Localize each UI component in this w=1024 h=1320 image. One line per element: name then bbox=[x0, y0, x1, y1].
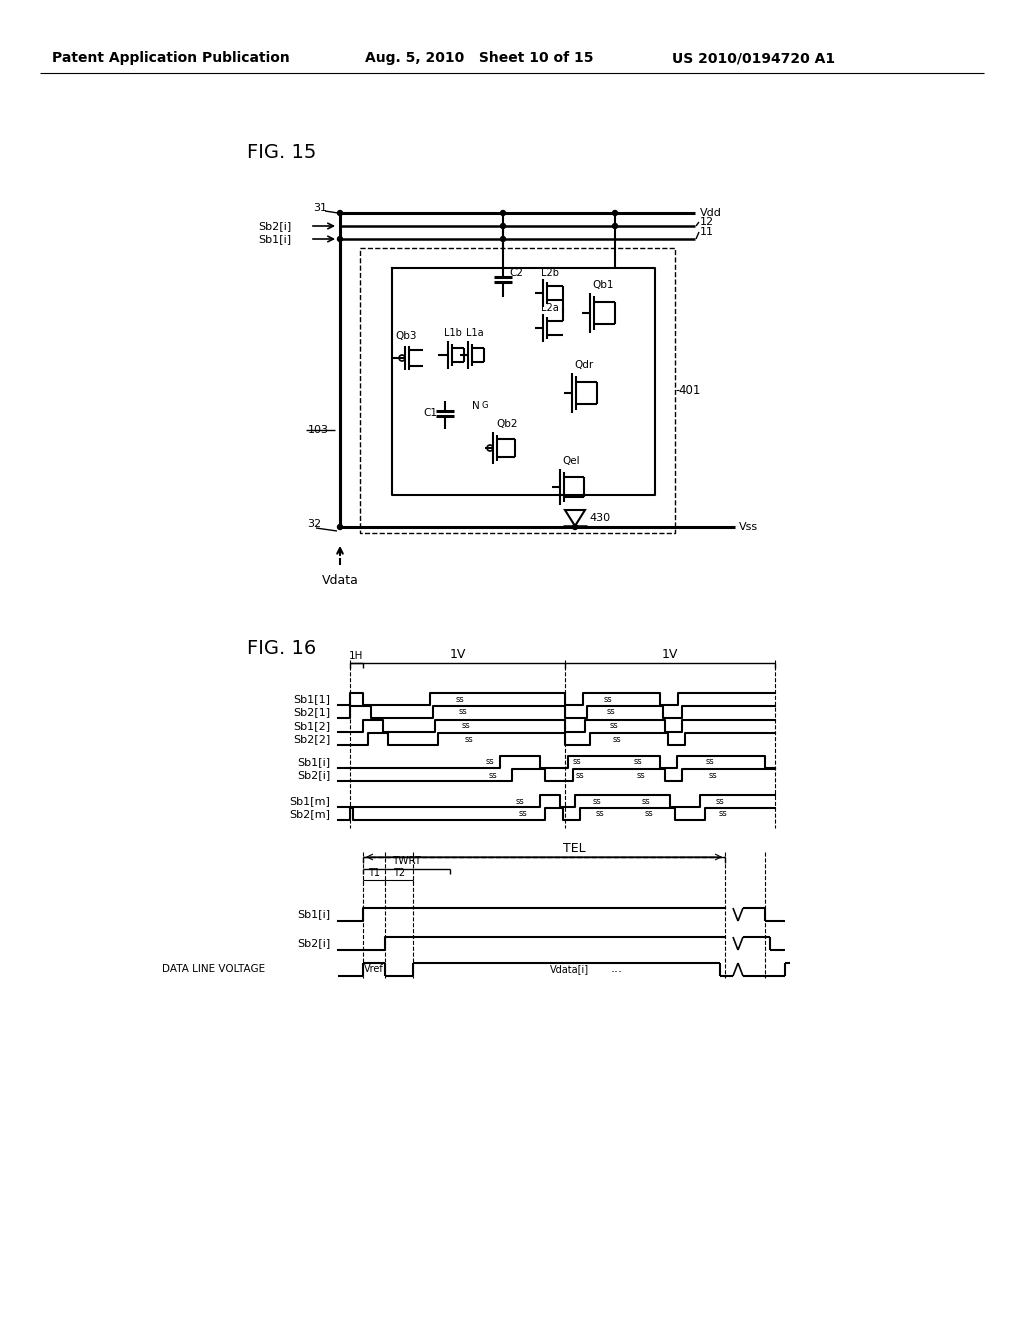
Text: ss: ss bbox=[516, 796, 524, 805]
Text: Sb1[m]: Sb1[m] bbox=[289, 796, 330, 807]
Text: ss: ss bbox=[645, 809, 653, 818]
Text: Sb2[i]: Sb2[i] bbox=[297, 939, 330, 948]
Text: ss: ss bbox=[488, 771, 498, 780]
Text: Sb1[i]: Sb1[i] bbox=[297, 909, 330, 919]
Text: 31: 31 bbox=[313, 203, 327, 213]
Text: G: G bbox=[481, 401, 487, 411]
Text: 1V: 1V bbox=[450, 648, 466, 660]
Circle shape bbox=[612, 210, 617, 215]
Circle shape bbox=[572, 524, 578, 529]
Text: US 2010/0194720 A1: US 2010/0194720 A1 bbox=[672, 51, 836, 65]
Text: TEL: TEL bbox=[562, 842, 586, 854]
Text: ss: ss bbox=[709, 771, 718, 780]
Text: Patent Application Publication: Patent Application Publication bbox=[52, 51, 290, 65]
Circle shape bbox=[338, 524, 342, 529]
Text: Sb2[m]: Sb2[m] bbox=[289, 809, 330, 818]
Text: Qb1: Qb1 bbox=[592, 280, 613, 290]
Text: ss: ss bbox=[572, 758, 582, 767]
Text: Sb1[1]: Sb1[1] bbox=[293, 694, 330, 704]
Text: Vdata[i]: Vdata[i] bbox=[550, 964, 589, 974]
Text: ss: ss bbox=[459, 708, 467, 717]
Text: Qb3: Qb3 bbox=[395, 331, 417, 341]
Text: ss: ss bbox=[642, 796, 650, 805]
Text: DATA LINE VOLTAGE: DATA LINE VOLTAGE bbox=[162, 964, 265, 974]
Text: Sb1[i]: Sb1[i] bbox=[258, 234, 291, 244]
Text: Qel: Qel bbox=[562, 455, 580, 466]
Text: 401: 401 bbox=[678, 384, 700, 396]
Text: Vref: Vref bbox=[365, 964, 384, 974]
Text: ss: ss bbox=[596, 809, 604, 818]
Circle shape bbox=[338, 236, 342, 242]
Text: ss: ss bbox=[719, 809, 727, 818]
Text: ss: ss bbox=[716, 796, 724, 805]
Text: Sb1[2]: Sb1[2] bbox=[293, 721, 330, 731]
Text: FIG. 16: FIG. 16 bbox=[247, 639, 316, 657]
Text: ss: ss bbox=[612, 734, 622, 743]
Text: L2b: L2b bbox=[541, 268, 559, 279]
Text: ss: ss bbox=[609, 722, 618, 730]
Text: ss: ss bbox=[456, 694, 464, 704]
Text: 1H: 1H bbox=[349, 651, 364, 661]
Text: ss: ss bbox=[637, 771, 645, 780]
Text: ss: ss bbox=[518, 809, 527, 818]
Text: 1V: 1V bbox=[662, 648, 678, 660]
Text: Sb2[1]: Sb2[1] bbox=[293, 708, 330, 717]
Text: Aug. 5, 2010   Sheet 10 of 15: Aug. 5, 2010 Sheet 10 of 15 bbox=[365, 51, 594, 65]
Circle shape bbox=[501, 236, 506, 242]
Text: ss: ss bbox=[706, 758, 715, 767]
Text: 32: 32 bbox=[307, 519, 322, 529]
Text: ss: ss bbox=[465, 734, 473, 743]
Text: ss: ss bbox=[462, 722, 470, 730]
Text: Qdr: Qdr bbox=[574, 360, 593, 370]
Text: FIG. 15: FIG. 15 bbox=[247, 144, 316, 162]
Text: 430: 430 bbox=[589, 513, 610, 523]
Text: L1a: L1a bbox=[466, 327, 483, 338]
Text: N: N bbox=[472, 401, 480, 411]
Circle shape bbox=[501, 223, 506, 228]
Text: ss: ss bbox=[485, 758, 495, 767]
Circle shape bbox=[501, 210, 506, 215]
Text: ss: ss bbox=[593, 796, 601, 805]
Text: ss: ss bbox=[575, 771, 585, 780]
Text: T2: T2 bbox=[393, 869, 406, 878]
Text: Sb2[i]: Sb2[i] bbox=[258, 220, 291, 231]
Text: L2a: L2a bbox=[541, 304, 559, 313]
Text: T1: T1 bbox=[368, 869, 380, 878]
Text: Vdata: Vdata bbox=[322, 573, 358, 586]
Text: Sb1[i]: Sb1[i] bbox=[297, 756, 330, 767]
Text: TWRT: TWRT bbox=[392, 855, 421, 866]
Circle shape bbox=[612, 223, 617, 228]
Text: L1b: L1b bbox=[444, 327, 462, 338]
Circle shape bbox=[338, 210, 342, 215]
Text: Sb2[2]: Sb2[2] bbox=[293, 734, 330, 744]
Text: Vdd: Vdd bbox=[700, 209, 722, 218]
Text: ss: ss bbox=[606, 708, 615, 717]
Text: Sb2[i]: Sb2[i] bbox=[297, 770, 330, 780]
Text: ss: ss bbox=[603, 694, 612, 704]
Text: 103: 103 bbox=[308, 425, 329, 436]
Text: 11: 11 bbox=[700, 227, 714, 238]
Text: Vss: Vss bbox=[739, 521, 758, 532]
Text: C2: C2 bbox=[509, 268, 523, 279]
Text: 12: 12 bbox=[700, 216, 714, 227]
Text: ss: ss bbox=[634, 758, 642, 767]
Text: C1: C1 bbox=[423, 408, 437, 418]
Text: ...: ... bbox=[610, 962, 623, 975]
Text: Qb2: Qb2 bbox=[496, 418, 517, 429]
